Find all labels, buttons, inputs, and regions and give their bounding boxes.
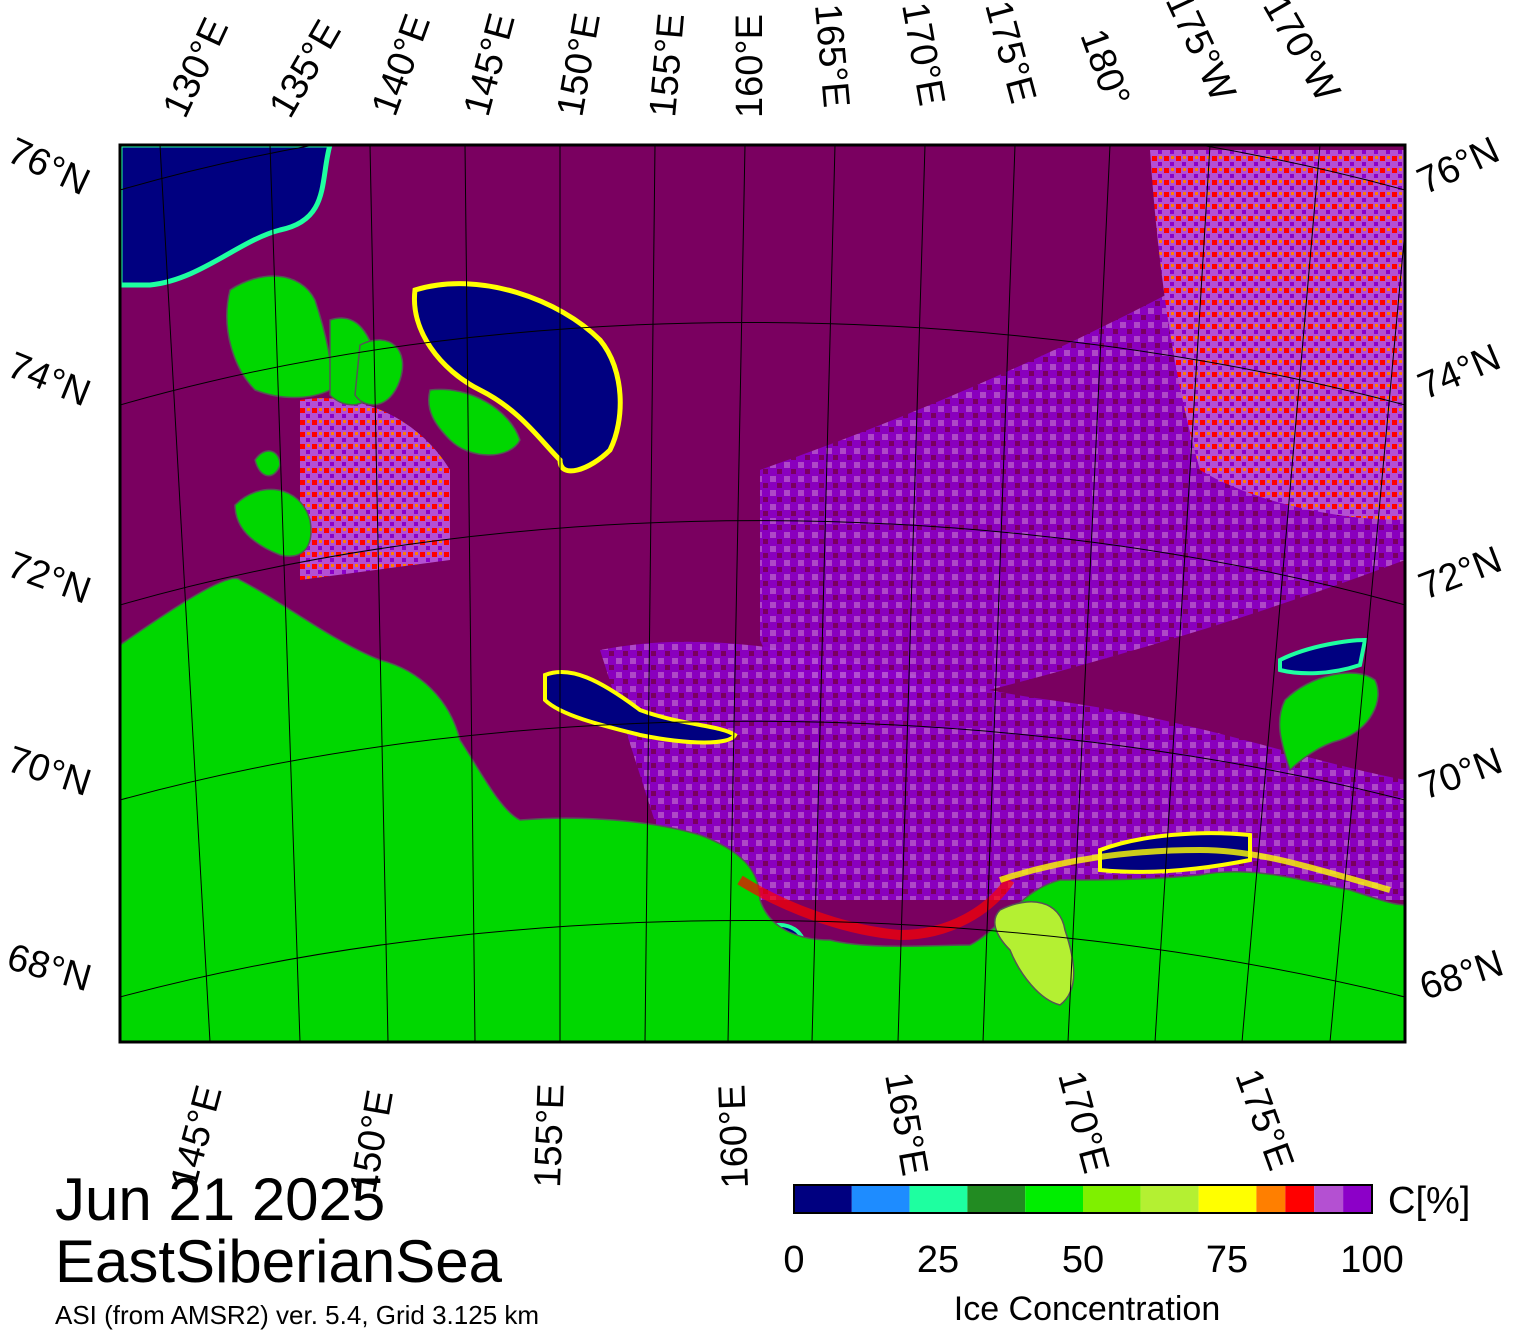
right-lat-label: 70°N — [1414, 740, 1508, 809]
left-lat-label: 70°N — [2, 739, 96, 805]
right-lat-label: 74°N — [1412, 336, 1507, 408]
bottom-lon-label: 160°E — [711, 1084, 757, 1189]
top-lon-label: 175°W — [1157, 0, 1243, 108]
open-water-nw — [120, 145, 333, 288]
left-lat-label: 74°N — [2, 344, 96, 415]
colorbar-ticks: 0 25 50 75 100 — [783, 1239, 1403, 1281]
top-lon-label: 130°E — [155, 12, 237, 124]
top-lon-label: 145°E — [456, 9, 523, 120]
colorbar-bin — [909, 1185, 968, 1213]
top-lon-label: 135°E — [261, 13, 349, 124]
date-title: Jun 21 2025 — [55, 1166, 386, 1233]
bottom-lon-label: 165°E — [876, 1069, 935, 1179]
colorbar-tick-label: 25 — [917, 1239, 959, 1281]
colorbar-tick-label: 100 — [1340, 1239, 1403, 1281]
colorbar — [794, 1185, 1372, 1213]
colorbar-frame — [793, 1184, 1373, 1214]
colorbar-bin — [1314, 1185, 1344, 1213]
colorbar-title: Ice Concentration — [954, 1290, 1221, 1328]
bottom-lon-label: 175°E — [1227, 1064, 1302, 1176]
colorbar-bin — [851, 1185, 910, 1213]
colorbar-bin — [967, 1185, 1026, 1213]
bottom-lon-label: 170°E — [1049, 1066, 1116, 1177]
product-subtitle: ASI (from AMSR2) ver. 5.4, Grid 3.125 km — [55, 1300, 540, 1330]
colorbar-bin — [1025, 1185, 1083, 1213]
left-lat-label: 68°N — [3, 936, 96, 1000]
island-new-siberia — [428, 388, 521, 456]
graticule — [120, 145, 1405, 1042]
colorbar-bin — [1285, 1185, 1315, 1213]
colorbar-bin — [1198, 1185, 1257, 1213]
colorbar-tick-label: 75 — [1206, 1239, 1248, 1281]
open-water-mid — [543, 669, 738, 745]
top-lon-label: 150°E — [550, 10, 609, 120]
island-bolshoy-lyakhovsky — [234, 488, 312, 557]
top-lon-label: 180° — [1072, 24, 1138, 112]
left-lat-labels: 76°N 74°N 72°N 70°N 68°N — [1, 130, 96, 1000]
colorbar-bin — [794, 1185, 852, 1213]
top-lon-label: 170°E — [893, 0, 952, 109]
top-lon-label: 160°E — [729, 14, 771, 118]
map-panel — [120, 145, 1405, 1042]
top-lon-label: 170°W — [1254, 0, 1348, 109]
right-lat-label: 72°N — [1413, 539, 1507, 609]
island-wrangel — [1278, 672, 1379, 772]
top-lon-labels: 130°E 135°E 140°E 145°E 150°E 155°E 160°… — [155, 0, 1348, 125]
colorbar-bin — [1256, 1185, 1286, 1213]
map-frame — [118, 143, 1407, 1044]
colorbar-bin — [1140, 1185, 1199, 1213]
left-lat-label: 76°N — [1, 130, 96, 204]
right-lat-labels: 76°N 74°N 72°N 70°N 68°N — [1411, 129, 1508, 1008]
right-lat-label: 76°N — [1411, 129, 1506, 203]
top-lon-label: 140°E — [364, 9, 439, 121]
polynya-new-siberian — [411, 281, 623, 474]
colorbar-tick-label: 0 — [783, 1239, 804, 1281]
top-lon-label: 155°E — [642, 12, 693, 119]
right-lat-label: 68°N — [1415, 942, 1509, 1008]
top-lon-label: 175°E — [976, 0, 1043, 108]
colorbar-tick-label: 50 — [1062, 1239, 1104, 1281]
colorbar-bin — [1343, 1185, 1372, 1213]
colorbar-unit: C[%] — [1388, 1180, 1470, 1222]
colorbar-bin — [1083, 1185, 1141, 1213]
top-lon-label: 165°E — [806, 2, 857, 109]
left-lat-label: 72°N — [2, 544, 96, 613]
chaun-bay — [994, 901, 1075, 1006]
region-title: EastSiberianSea — [55, 1228, 502, 1295]
bottom-lon-label: 155°E — [527, 1083, 573, 1188]
